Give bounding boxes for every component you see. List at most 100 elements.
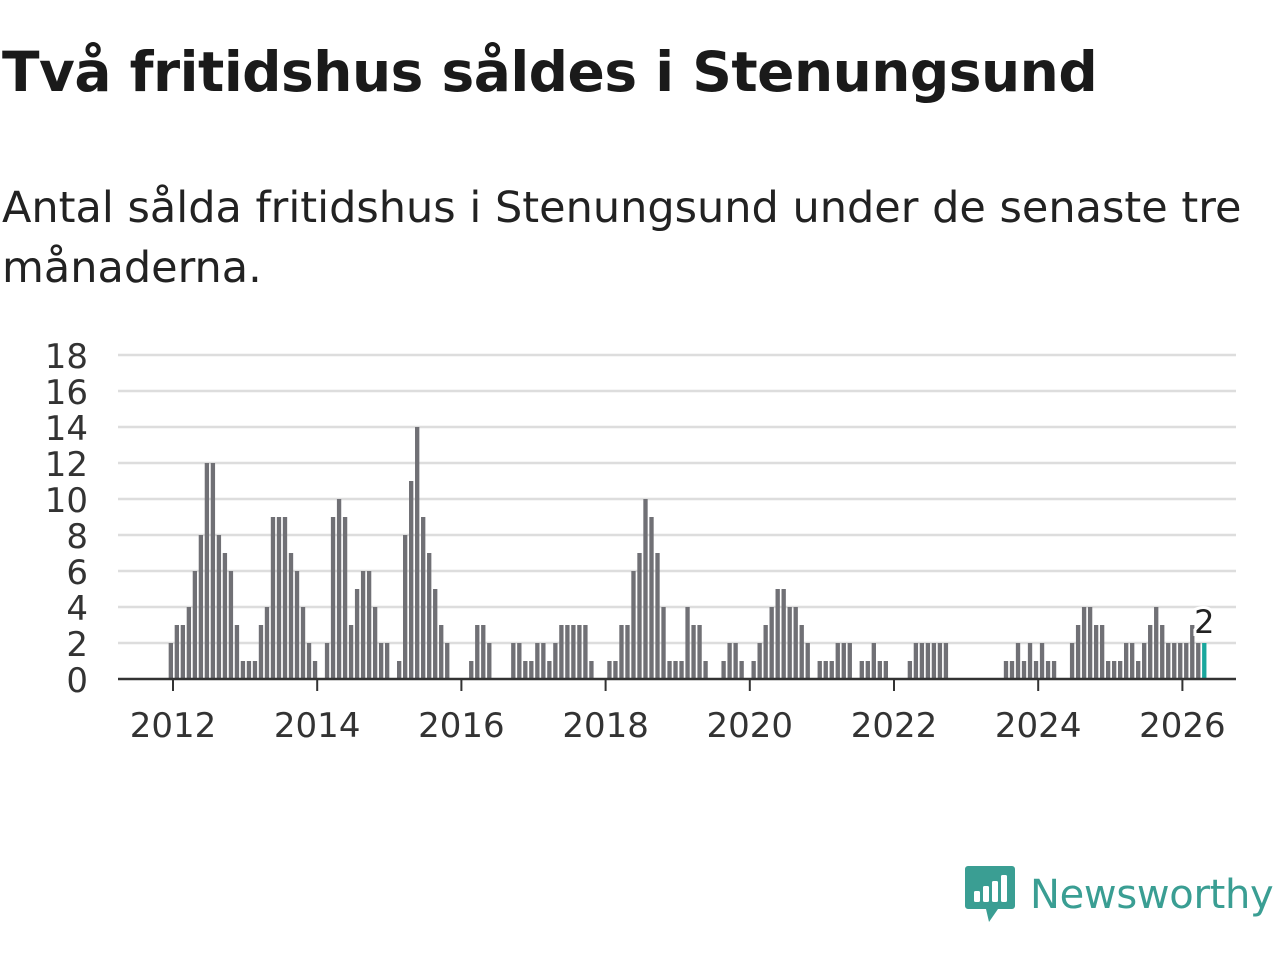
bar [1003,661,1009,679]
bar [769,607,774,679]
bar [721,661,726,679]
bar [577,625,582,679]
bar [625,625,630,679]
bar [168,643,173,679]
bar [535,643,540,679]
bar [925,643,931,679]
bar [1190,625,1195,679]
bar [336,499,342,679]
bar [703,661,708,679]
x-tick-label: 2020 [707,706,794,746]
bar [1124,643,1129,679]
bar [613,661,618,679]
x-tick-label: 2016 [418,706,505,746]
bar [559,625,564,679]
bar [553,643,558,679]
bar [619,625,624,679]
x-tick-label: 2026 [1139,706,1226,746]
bar [931,643,937,679]
bar [354,589,360,679]
bar [366,571,372,679]
bar [1033,661,1039,679]
bar [1202,643,1207,679]
y-tick-label: 18 [45,337,88,377]
bar [739,661,744,679]
bar [294,571,300,679]
bar [252,661,258,679]
bar [240,661,246,679]
bar [1105,661,1111,679]
bar [877,661,882,679]
bar [427,553,432,679]
y-tick-label: 4 [66,589,88,629]
bar [697,625,702,679]
bar [445,643,450,679]
bar [270,517,276,679]
bar [372,607,378,679]
bar [667,661,672,679]
bar [655,553,660,679]
y-tick-label: 6 [66,553,88,593]
bar [649,517,654,679]
bar [643,499,648,679]
bar [865,661,870,679]
bar [937,643,943,679]
chart-subtitle: Antal sålda fritidshus i Stenungsund und… [2,183,1242,293]
bar [282,517,288,679]
bar [324,643,330,679]
bar [517,643,522,679]
newsworthy-logo: Newsworthy [964,864,1274,926]
bar [433,589,438,679]
bar [1136,661,1141,679]
bar [1184,643,1189,679]
bar [1178,643,1183,679]
bar [631,571,636,679]
bar [264,607,270,679]
bar [883,661,888,679]
bar [174,625,180,679]
bar [1009,661,1015,679]
bar [384,643,390,679]
x-tick-label: 2014 [274,706,361,746]
bar [1021,661,1027,679]
bar [685,607,690,679]
bar [805,643,810,679]
bar [234,625,240,679]
bar [288,553,294,679]
bar [1093,625,1099,679]
bar [1130,643,1135,679]
bar [421,517,426,679]
bar [439,625,444,679]
x-tick-label: 2024 [995,706,1082,746]
bar [751,661,756,679]
bar [186,607,192,679]
bars [168,427,1207,679]
bar [859,661,864,679]
bar [1075,625,1081,679]
y-tick-label: 0 [66,661,88,701]
bar [1087,607,1093,679]
bar [258,625,264,679]
bar [1051,661,1057,679]
bar [787,607,792,679]
y-tick-label: 12 [45,445,88,485]
bar [541,643,546,679]
bar [216,535,222,679]
bar [823,661,828,679]
bar [691,625,696,679]
chart-title: Två fritidshus såldes i Stenungsund [2,40,1098,104]
bar [673,661,678,679]
bar [1081,607,1087,679]
bar [1196,643,1201,679]
bar [775,589,780,679]
bar [589,661,594,679]
bar [1154,607,1159,679]
bar [727,643,732,679]
y-tick-label: 2 [66,625,88,665]
bar [1099,625,1105,679]
bar [871,643,876,679]
bar [679,661,684,679]
bar [306,643,312,679]
bar [829,661,834,679]
